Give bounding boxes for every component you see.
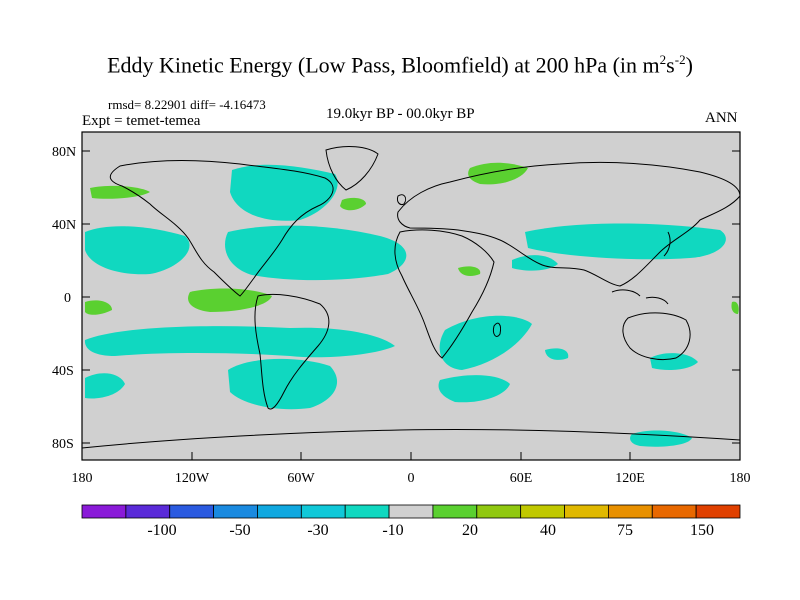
colorbar-label-40: 40 <box>540 522 556 539</box>
colorbar-swatch <box>476 504 522 519</box>
colorbar-swatch <box>125 504 171 519</box>
lat-label-40s: 40S <box>52 364 74 379</box>
colorbar-label-75: 75 <box>617 522 633 539</box>
anomaly-contours <box>84 162 739 447</box>
lat-tick-marks <box>82 150 740 444</box>
lat-label-80n: 80N <box>52 145 76 160</box>
colorbar-swatch <box>169 504 215 519</box>
colorbar-swatch <box>564 504 609 519</box>
colorbar-swatch <box>300 504 346 519</box>
colorbar-label-150: 150 <box>690 522 714 539</box>
lon-label-60e: 60E <box>510 471 533 486</box>
lat-label-80s: 80S <box>52 437 74 452</box>
lon-label-120e: 120E <box>615 471 645 486</box>
colorbar-swatch <box>344 504 390 519</box>
lon-label-180w: 180 <box>72 471 93 486</box>
map-background <box>82 132 740 460</box>
colorbar-swatch <box>257 504 302 519</box>
colorbar-swatch <box>520 504 565 519</box>
lon-label-120w: 120W <box>175 471 210 486</box>
lon-tick-marks <box>81 452 741 460</box>
lon-label-0: 0 <box>408 471 415 486</box>
stats-label: rmsd= 8.22901 diff= -4.16473 <box>108 97 266 112</box>
season-label: ANN <box>705 110 738 126</box>
lon-label-60w: 60W <box>287 471 315 486</box>
page-title: Eddy Kinetic Energy (Low Pass, Bloomfiel… <box>107 52 693 78</box>
colorbar-label-20: 20 <box>462 522 478 539</box>
colorbar <box>81 504 741 519</box>
experiment-label: Expt = temet-temea <box>82 113 201 129</box>
lat-label-0: 0 <box>64 291 71 306</box>
colorbar-swatch <box>432 504 478 519</box>
period-label: 19.0kyr BP - 00.0kyr BP <box>326 106 475 122</box>
colorbar-label-m100: -100 <box>147 522 176 539</box>
colorbar-swatch <box>651 504 697 519</box>
colorbar-swatch <box>388 504 434 519</box>
colorbar-swatch <box>695 504 741 519</box>
lon-label-180e: 180 <box>730 471 751 486</box>
tick-labels: 80N 40N 0 40S 80S 180 120W 60W 0 60E 120… <box>52 145 751 486</box>
colorbar-labels: -100 -50 -30 -10 20 40 75 150 <box>147 522 714 539</box>
coastlines <box>81 146 741 449</box>
colorbar-swatch <box>608 504 653 519</box>
colorbar-swatch <box>213 504 258 519</box>
colorbar-label-m30: -30 <box>307 522 328 539</box>
lat-label-40n: 40N <box>52 218 76 233</box>
colorbar-label-m50: -50 <box>229 522 250 539</box>
colorbar-label-m10: -10 <box>382 522 403 539</box>
colorbar-swatch <box>81 504 127 519</box>
